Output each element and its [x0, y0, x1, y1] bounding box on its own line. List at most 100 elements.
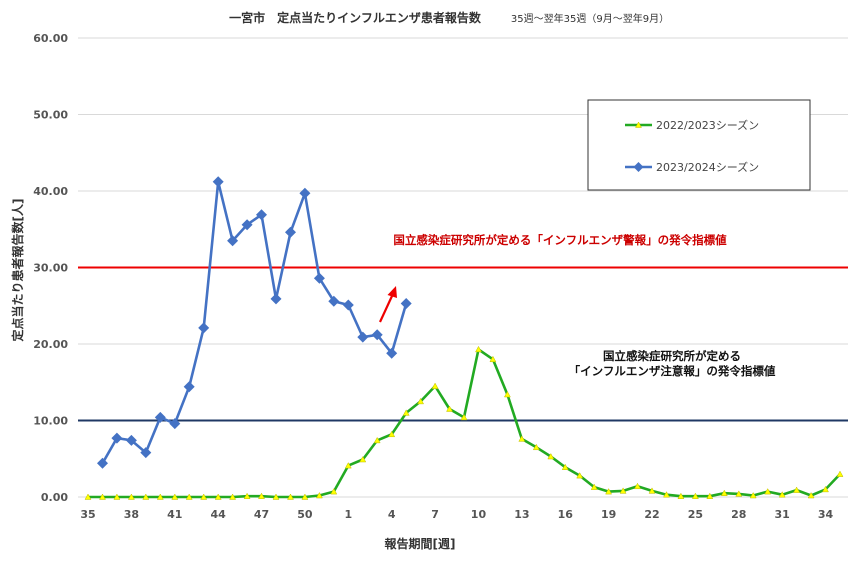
legend-label-2023-2024: 2023/2024シーズン [656, 160, 759, 174]
data-point-2023-2024 [125, 434, 137, 446]
legend-label-2022-2023: 2022/2023シーズン [656, 118, 759, 132]
data-point-2022-2023 [99, 493, 106, 500]
data-point-2022-2023 [764, 488, 772, 495]
data-point-2023-2024 [198, 322, 210, 334]
legend-marker-2023-2024 [633, 162, 644, 172]
data-point-2022-2023 [446, 405, 453, 412]
data-point-2022-2023 [605, 488, 613, 495]
y-tick-label: 0.00 [41, 491, 68, 504]
data-point-2022-2023 [417, 397, 425, 405]
data-point-2022-2023 [287, 493, 294, 500]
data-point-2022-2023 [330, 488, 338, 495]
reference-line-label: 「インフルエンザ注意報」の発令指標値 [569, 364, 776, 378]
data-point-2022-2023 [200, 493, 208, 500]
data-point-2023-2024 [371, 329, 383, 341]
data-point-2022-2023 [720, 489, 728, 496]
data-point-2022-2023 [243, 492, 251, 499]
data-point-2022-2023 [388, 430, 396, 438]
data-point-2023-2024 [270, 293, 282, 305]
data-point-2022-2023 [258, 492, 265, 499]
x-tick-label: 25 [688, 508, 703, 521]
y-axis-label: 定点当たり患者報告数[人] [10, 199, 25, 342]
data-point-2023-2024 [313, 272, 325, 284]
x-tick-label: 13 [514, 508, 529, 521]
data-point-2023-2024 [154, 411, 166, 423]
x-tick-label: 28 [731, 508, 746, 521]
data-point-2022-2023 [532, 443, 540, 451]
legend-marker-2022-2023 [635, 121, 642, 128]
series-layer [84, 176, 844, 500]
data-point-2022-2023 [489, 355, 497, 363]
data-point-2022-2023 [735, 490, 743, 497]
chart-subtitle: 35週～翌年35週（9月～翌年9月） [511, 12, 669, 25]
legend: 2022/2023シーズン 2023/2024シーズン [587, 99, 811, 191]
x-tick-label: 4 [388, 508, 396, 521]
y-tick-label: 30.00 [33, 262, 68, 275]
data-point-2022-2023 [561, 463, 569, 470]
y-tick-label: 10.00 [33, 415, 68, 428]
y-tick-label: 20.00 [33, 338, 68, 351]
data-point-2022-2023 [677, 492, 685, 499]
arrow-annotation-head [387, 286, 397, 298]
series-line-2023-2024 [101, 180, 408, 464]
data-point-2022-2023 [402, 409, 410, 416]
y-axis-ticks: 0.00 10.00 20.00 30.00 40.00 50.00 60.00 [33, 32, 68, 504]
data-point-2023-2024 [256, 209, 267, 221]
reference-lines: 国立感染症研究所が定める「インフルエンザ警報」の発令指標値国立感染症研究所が定め… [78, 233, 848, 422]
data-point-2022-2023 [431, 382, 439, 389]
data-point-2022-2023 [229, 493, 237, 500]
data-point-2022-2023 [460, 413, 468, 421]
data-point-2022-2023 [634, 482, 641, 490]
data-point-2022-2023 [648, 487, 656, 494]
data-point-2022-2023 [315, 491, 323, 499]
data-point-2023-2024 [342, 299, 354, 311]
reference-line-label: 国立感染症研究所が定める [603, 349, 741, 363]
data-point-2022-2023 [518, 435, 526, 442]
x-tick-label: 19 [601, 508, 616, 521]
x-tick-label: 50 [297, 508, 313, 521]
data-point-2022-2023 [691, 492, 699, 499]
data-point-2023-2024 [328, 295, 340, 307]
data-point-2023-2024 [299, 187, 311, 199]
data-point-2022-2023 [576, 472, 584, 479]
x-axis-label: 報告期間[週] [385, 536, 456, 551]
data-point-2022-2023 [373, 436, 381, 444]
data-point-2023-2024 [241, 219, 253, 231]
y-tick-label: 60.00 [33, 32, 68, 45]
x-tick-label: 34 [818, 508, 834, 521]
reference-line-label: 国立感染症研究所が定める「インフルエンザ警報」の発令指標値 [393, 233, 727, 247]
data-point-2022-2023 [475, 345, 482, 353]
data-point-2022-2023 [359, 455, 367, 463]
data-point-2022-2023 [272, 493, 280, 500]
data-point-2023-2024 [357, 331, 369, 343]
legend-box [587, 99, 811, 191]
data-point-2023-2024 [183, 381, 195, 393]
data-point-2022-2023 [663, 491, 670, 498]
data-point-2022-2023 [822, 485, 829, 493]
data-point-2022-2023 [749, 491, 757, 499]
x-tick-label: 35 [80, 508, 95, 521]
data-point-2023-2024 [386, 347, 398, 359]
data-point-2022-2023 [185, 493, 193, 500]
data-point-2023-2024 [212, 176, 224, 188]
chart-title: 一宮市 定点当たりインフルエンザ患者報告数 [229, 10, 482, 25]
data-point-2022-2023 [793, 486, 801, 493]
data-point-2022-2023 [113, 493, 121, 500]
data-point-2023-2024 [169, 418, 181, 430]
data-point-2022-2023 [214, 493, 222, 500]
y-tick-label: 50.00 [33, 109, 68, 122]
data-point-2023-2024 [140, 447, 152, 459]
x-tick-label: 16 [558, 508, 574, 521]
data-point-2022-2023 [344, 462, 352, 469]
data-point-2022-2023 [836, 470, 844, 477]
x-tick-label: 7 [431, 508, 439, 521]
x-tick-label: 38 [124, 508, 139, 521]
data-point-2022-2023 [547, 452, 555, 460]
data-point-2023-2024 [400, 298, 412, 309]
data-point-2022-2023 [590, 483, 598, 490]
y-tick-label: 40.00 [33, 185, 68, 198]
data-point-2022-2023 [171, 493, 179, 500]
data-point-2022-2023 [706, 492, 714, 499]
